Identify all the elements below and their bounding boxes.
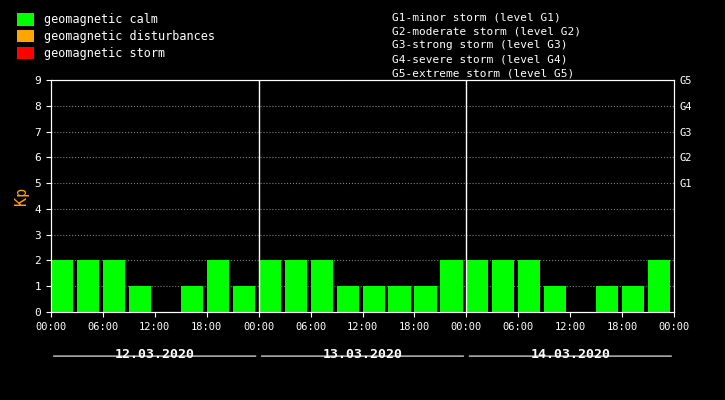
Bar [389,286,410,312]
Bar [259,260,281,312]
Bar [51,260,72,312]
Bar [103,260,125,312]
Bar [207,260,228,312]
Text: G1-minor storm (level G1)
G2-moderate storm (level G2)
G3-strong storm (level G3: G1-minor storm (level G1) G2-moderate st… [392,12,581,78]
Bar [648,260,671,312]
Bar [518,260,540,312]
Legend: geomagnetic calm, geomagnetic disturbances, geomagnetic storm: geomagnetic calm, geomagnetic disturbanc… [13,10,218,63]
Bar [492,260,515,312]
Y-axis label: Kp: Kp [14,187,29,205]
Bar [284,260,307,312]
Text: 14.03.2020: 14.03.2020 [530,348,610,361]
Bar [466,260,489,312]
Bar [233,286,254,312]
Bar [310,260,333,312]
Bar [336,286,359,312]
Text: 12.03.2020: 12.03.2020 [115,348,195,361]
Bar [362,286,384,312]
Bar [622,286,645,312]
Bar [129,286,151,312]
Text: 13.03.2020: 13.03.2020 [323,348,402,361]
Bar [181,286,203,312]
Bar [544,286,566,312]
Bar [415,286,436,312]
Bar [77,260,99,312]
Bar [596,286,618,312]
Bar [440,260,463,312]
